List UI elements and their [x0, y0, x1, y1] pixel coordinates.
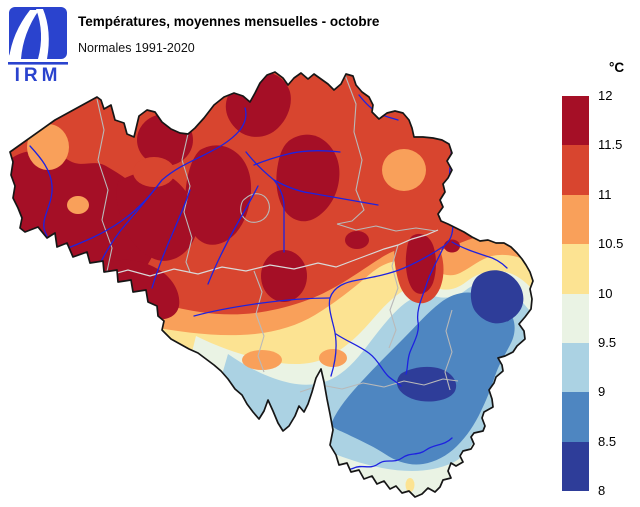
province-line-limburg-liege	[336, 223, 437, 232]
zone-south-tip-yellow	[405, 478, 415, 492]
province-line-brussels-ring	[240, 193, 270, 223]
region-border-flanders-wallonia	[105, 229, 439, 277]
page-title: Températures, moyennes mensuelles - octo…	[78, 14, 380, 29]
river-ourthe	[405, 245, 445, 375]
province-line-liege-luxembourg	[444, 309, 453, 391]
irm-logo-text: IRM	[15, 65, 62, 83]
river-vesdre	[451, 241, 508, 269]
zone-small-hot-spot	[345, 231, 369, 249]
province-line-namur-liege	[388, 244, 399, 349]
river-senne	[207, 185, 259, 285]
zone-condroz-orange-1	[242, 350, 282, 370]
page-subtitle: Normales 1991-2020	[78, 41, 195, 55]
zone-center-hot	[185, 145, 252, 245]
province-line-west-east-flanders	[96, 98, 113, 277]
zone-liege-valley-hot	[405, 233, 436, 294]
zone-ghent-corridor	[133, 157, 175, 187]
irm-logo-cut-right	[36, 9, 49, 59]
zone-campine-hot	[276, 134, 340, 222]
river-nete	[253, 150, 341, 166]
zone-coast-orange	[27, 124, 69, 170]
zones-orange-patches	[27, 124, 426, 370]
zone-fagnes-dot	[504, 316, 510, 322]
zone-west-orange-spot	[67, 196, 89, 214]
province-line-hainaut-namur	[253, 270, 265, 373]
zone-east-flanders-hot	[116, 171, 198, 261]
province-line-antwerp-limburg	[336, 74, 365, 225]
header: IRM Températures, moyennes mensuelles - …	[0, 0, 640, 83]
river-dijle	[273, 179, 285, 253]
river-dender	[151, 189, 191, 289]
river-demer	[273, 179, 379, 206]
rivers	[29, 94, 508, 471]
zone-campine-orange	[382, 149, 426, 191]
province-borders	[96, 74, 459, 393]
temperature-zones	[10, 72, 533, 497]
zone-hautes-fagnes-dark-blue	[470, 270, 524, 324]
river-scheldt	[93, 107, 247, 277]
river-rupel	[245, 151, 275, 181]
province-line-namur-luxembourg	[299, 378, 459, 393]
river-lesse	[335, 333, 402, 387]
irm-logo-cut-left	[9, 10, 39, 59]
zone-ghent-north-hot	[137, 114, 193, 166]
river-yser	[29, 145, 53, 237]
zone-hesbaye-hot	[261, 250, 307, 302]
river-sambre	[193, 297, 331, 317]
zone-condroz-orange-2	[319, 349, 347, 367]
province-line-flanders-brabant	[181, 133, 193, 273]
irm-logo: IRM	[8, 7, 68, 83]
irm-logo-underline	[8, 62, 68, 65]
